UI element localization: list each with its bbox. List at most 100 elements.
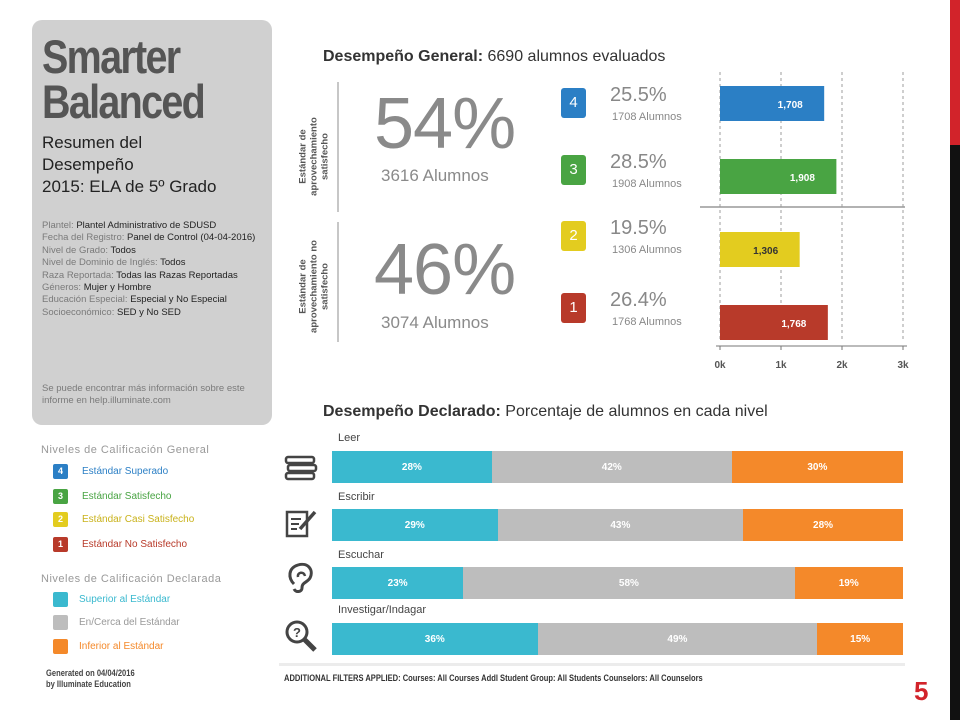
legend-general-label: Estándar Satisfecho xyxy=(82,491,172,502)
legend-general-heading: Niveles de Calificación General xyxy=(41,444,210,456)
level-bar-chart: 0k 1k 2k 3k 1,708 1,908 1,306 1,768 xyxy=(700,72,909,371)
filter-info-line: Fecha del Registro: Panel de Control (04… xyxy=(42,232,270,244)
x-tick-label: 3k xyxy=(897,360,909,371)
filters-divider xyxy=(279,663,905,666)
level-badge-2: 2 xyxy=(561,221,586,251)
declared-category-label: Escribir xyxy=(338,491,375,503)
filter-info-label: Géneros: xyxy=(42,282,84,294)
legend-declared-label: Inferior al Estándar xyxy=(79,641,164,652)
filter-info-line: Nivel de Dominio de Inglés: Todos xyxy=(42,257,270,269)
legend-declared-label: En/Cerca del Estándar xyxy=(79,617,180,628)
filter-info-label: Fecha del Registro: xyxy=(42,232,128,244)
filter-info-label: Socioeconómico: xyxy=(42,306,117,318)
met-divider xyxy=(337,82,339,212)
not-met-percent: 46% xyxy=(374,230,516,310)
filter-info-label: Plantel: xyxy=(42,220,77,231)
legend-declared-heading: Niveles de Calificación Declarada xyxy=(41,573,222,585)
filter-info-label: Nivel de Grado: xyxy=(42,244,111,256)
level-bar-value-label: 1,708 xyxy=(778,100,803,111)
filter-info-label: Educación Especial: xyxy=(42,294,131,306)
search-question-icon: ? xyxy=(285,620,317,652)
declared-section-title: Desempeño Declarado: Porcentaje de alumn… xyxy=(323,403,768,420)
declared-segment: 19% xyxy=(794,567,903,599)
level-badge: 1 xyxy=(53,537,68,552)
general-section-title: Desempeño General: 6690 alumnos evaluado… xyxy=(323,48,666,65)
declared-segment: 49% xyxy=(537,623,818,655)
accent-edge-red xyxy=(950,0,960,145)
summary-card: Smarter Balanced Resumen del Desempeño 2… xyxy=(32,20,272,425)
level-bar xyxy=(720,159,837,194)
filters-applied: ADDITIONAL FILTERS APPLIED: Courses: All… xyxy=(284,673,703,683)
filter-info-value: Todas las Razas Reportadas xyxy=(116,269,238,281)
legend-declared-label: Superior al Estándar xyxy=(79,594,171,605)
level-count-label: 1908 Alumnos xyxy=(612,178,682,190)
legend-swatch xyxy=(53,639,68,654)
level-percent-label: 26.4% xyxy=(610,289,667,311)
filter-info-value: Panel de Control (04-04-2016) xyxy=(127,232,256,244)
level-count-label: 1708 Alumnos xyxy=(612,111,682,123)
x-tick-label: 0k xyxy=(714,360,726,371)
level-bar xyxy=(720,232,800,267)
level-badge: 3 xyxy=(53,489,68,504)
declared-category-label: Escuchar xyxy=(338,549,384,561)
smarter-balanced-logo: Smarter Balanced xyxy=(42,30,206,128)
legend-general-label: Estándar Superado xyxy=(82,466,169,477)
legend-general-label: Estándar No Satisfecho xyxy=(82,539,188,550)
level-badge-3: 3 xyxy=(561,155,586,185)
declared-segment: 36% xyxy=(332,623,538,655)
filter-info-value: Especial y No Especial xyxy=(130,294,227,306)
not-met-divider xyxy=(337,222,339,342)
filter-info-line: Géneros: Mujer y Hombre xyxy=(42,282,270,294)
label-met: Estándar de aprovechamiento satisfecho xyxy=(297,117,331,196)
filter-info-value: Todos xyxy=(160,257,186,269)
legend-swatch xyxy=(53,592,68,607)
met-percent: 54% xyxy=(374,84,516,164)
books-icon xyxy=(284,455,318,481)
level-bar xyxy=(720,86,825,121)
declared-segment: 15% xyxy=(817,623,903,655)
declared-segment: 23% xyxy=(332,567,464,599)
declared-stacked-bar: 23% 58% 19% xyxy=(332,567,903,599)
not-met-count: 3074 Alumnos xyxy=(381,313,489,332)
declared-stacked-bar: 36% 49% 15% xyxy=(332,623,903,655)
level-badge-4: 4 xyxy=(561,88,586,118)
declared-segment: 28% xyxy=(332,451,492,483)
level-percent-label: 25.5% xyxy=(610,84,667,106)
filter-info-label: Raza Reportada: xyxy=(42,269,117,281)
more-info-note: Se puede encontrar más información sobre… xyxy=(42,383,245,407)
level-badge-1: 1 xyxy=(561,293,586,323)
declared-category-label: Investigar/Indagar xyxy=(338,604,427,616)
x-tick-label: 2k xyxy=(836,360,848,371)
declared-segment: 58% xyxy=(463,567,795,599)
page-number: 5 xyxy=(914,676,929,706)
ear-icon xyxy=(288,562,313,593)
filter-info-line: Plantel: Plantel Administrativo de SDUSD xyxy=(42,220,270,232)
met-count: 3616 Alumnos xyxy=(381,166,489,185)
filter-info-line: Raza Reportada: Todas las Razas Reportad… xyxy=(42,270,270,282)
svg-text:?: ? xyxy=(293,625,301,640)
declared-segment: 42% xyxy=(491,451,732,483)
level-bar-value-label: 1,306 xyxy=(753,246,778,257)
level-bar-value-label: 1,768 xyxy=(781,319,806,330)
filter-info-value: Plantel Administrativo de SDUSD xyxy=(76,220,217,231)
filter-info-line: Educación Especial: Especial y No Especi… xyxy=(42,294,270,306)
x-tick-label: 1k xyxy=(775,360,787,371)
declared-stacked-bar: 29% 43% 28% xyxy=(332,509,903,541)
filter-info: Plantel: Plantel Administrativo de SDUSD… xyxy=(42,220,270,319)
level-count-label: 1768 Alumnos xyxy=(612,316,682,328)
declared-segment: 29% xyxy=(332,509,498,541)
level-badge: 2 xyxy=(53,512,68,527)
generated-note: Generated on 04/04/2016 by Illuminate Ed… xyxy=(46,668,135,689)
declared-segment: 43% xyxy=(497,509,744,541)
level-badge: 4 xyxy=(53,464,68,479)
level-percent-label: 28.5% xyxy=(610,151,667,173)
declared-category-label: Leer xyxy=(338,432,361,444)
filter-info-value: SED y No SED xyxy=(116,306,181,318)
level-percent-label: 19.5% xyxy=(610,217,667,239)
filter-info-label: Nivel de Dominio de Inglés: xyxy=(42,257,161,269)
filter-info-value: Mujer y Hombre xyxy=(83,282,152,294)
writing-icon xyxy=(285,510,317,538)
level-bar xyxy=(720,305,828,340)
summary-title: Resumen del Desempeño 2015: ELA de 5º Gr… xyxy=(42,133,217,196)
filter-info-line: Socioeconómico: SED y No SED xyxy=(42,307,270,319)
